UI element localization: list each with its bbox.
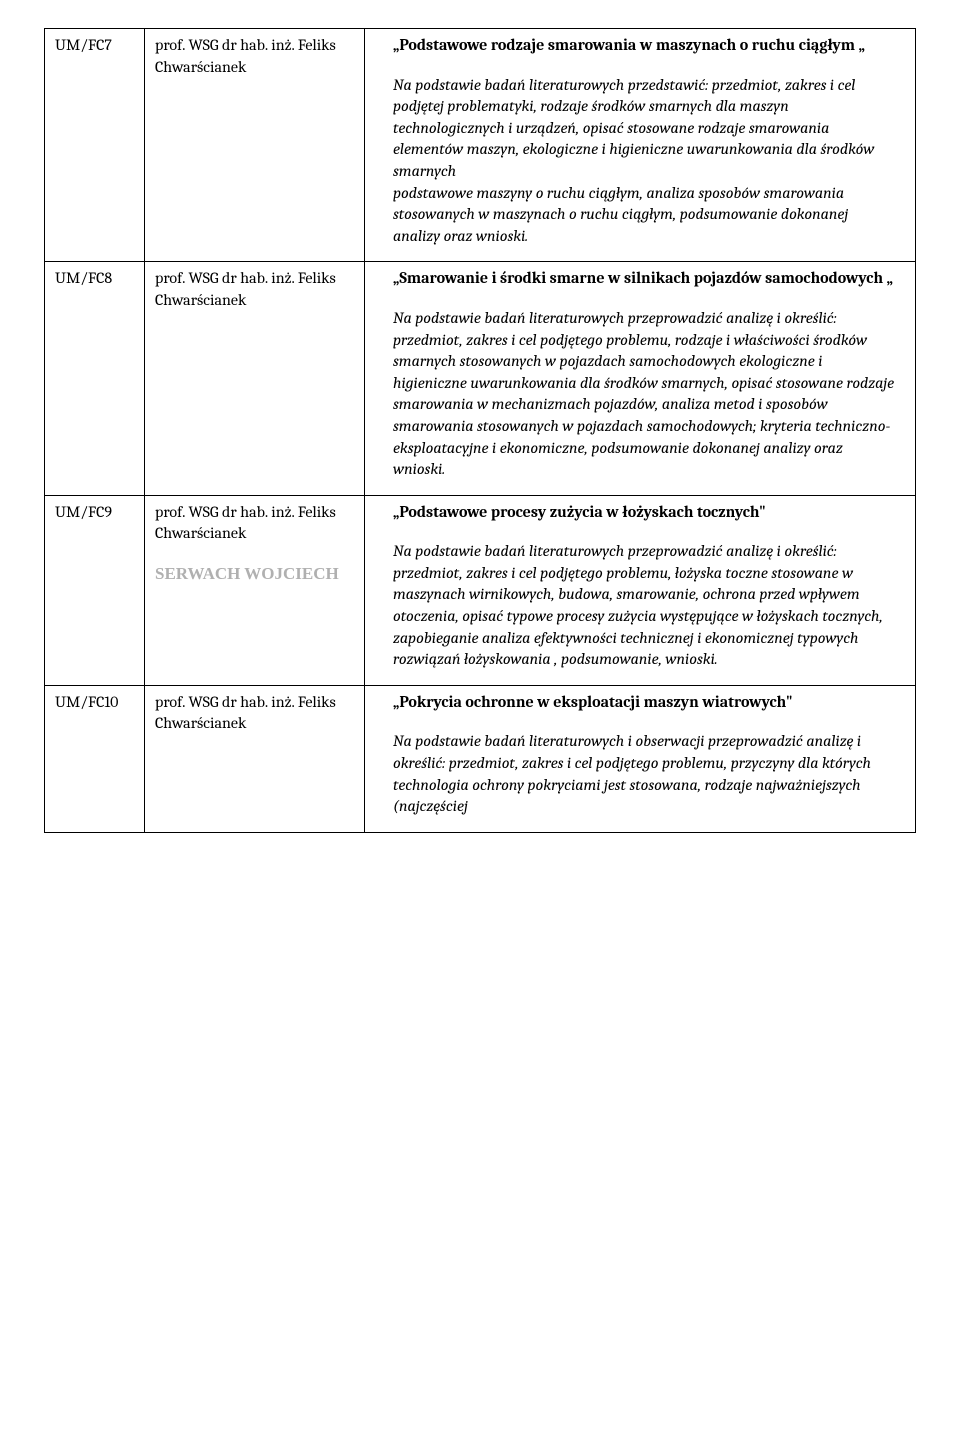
thesis-topics-table: UM/FC7 prof. WSG dr hab. inż. Feliks Chw… [44,28,916,833]
row-title: „Podstawowe procesy zużycia w łożyskach … [393,502,895,524]
row-professor: prof. WSG dr hab. inż. Feliks Chwarścian… [155,502,354,545]
table-row: UM/FC7 prof. WSG dr hab. inż. Feliks Chw… [45,29,916,262]
row-code: UM/FC7 [55,35,134,57]
row-code: UM/FC8 [55,268,134,290]
row-body: Na podstawie badań literaturowych przeds… [393,75,895,248]
row-professor: prof. WSG dr hab. inż. Feliks Chwarścian… [155,35,354,78]
row-code: UM/FC10 [55,692,134,714]
row-student: SERWACH WOJCIECH [155,563,354,585]
row-title: „Smarowanie i środki smarne w silnikach … [393,268,895,290]
row-body: Na podstawie badań literaturowych i obse… [393,731,895,817]
table-row: UM/FC10 prof. WSG dr hab. inż. Feliks Ch… [45,685,916,832]
row-code: UM/FC9 [55,502,134,524]
table-row: UM/FC9 prof. WSG dr hab. inż. Feliks Chw… [45,495,916,685]
row-professor: prof. WSG dr hab. inż. Feliks Chwarścian… [155,692,354,735]
row-body: Na podstawie badań literaturowych przepr… [393,541,895,671]
table-row: UM/FC8 prof. WSG dr hab. inż. Feliks Chw… [45,262,916,495]
row-title: „Pokrycia ochronne w eksploatacji maszyn… [393,692,895,714]
row-body: Na podstawie badań literaturowych przepr… [393,308,895,481]
row-title: „Podstawowe rodzaje smarowania w maszyna… [393,35,895,57]
row-professor: prof. WSG dr hab. inż. Feliks Chwarścian… [155,268,354,311]
